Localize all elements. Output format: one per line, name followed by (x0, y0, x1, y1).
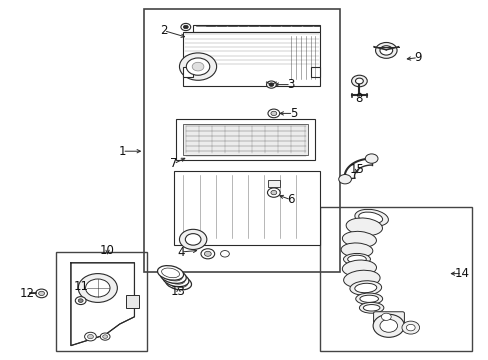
Circle shape (365, 154, 377, 163)
Polygon shape (193, 25, 320, 32)
Text: 6: 6 (286, 193, 294, 206)
Circle shape (185, 234, 201, 245)
Ellipse shape (341, 243, 372, 257)
Circle shape (78, 274, 117, 302)
Circle shape (39, 291, 44, 296)
Bar (56, 252, 146, 351)
Ellipse shape (157, 266, 183, 280)
Text: 2: 2 (160, 24, 167, 37)
Ellipse shape (343, 253, 370, 265)
Text: 3: 3 (286, 78, 294, 91)
Text: 1: 1 (118, 145, 126, 158)
Circle shape (338, 175, 351, 184)
Ellipse shape (346, 218, 382, 236)
Circle shape (84, 332, 96, 341)
Text: 15: 15 (349, 163, 364, 176)
Ellipse shape (363, 305, 379, 311)
Text: 5: 5 (289, 107, 297, 120)
Ellipse shape (355, 293, 382, 305)
Circle shape (268, 83, 273, 86)
Bar (176, 119, 315, 160)
Circle shape (381, 313, 390, 320)
Ellipse shape (160, 269, 186, 283)
Polygon shape (183, 32, 320, 86)
Circle shape (179, 229, 206, 249)
Circle shape (220, 251, 229, 257)
Ellipse shape (342, 231, 376, 247)
Text: 11: 11 (73, 280, 88, 293)
Text: 12: 12 (20, 287, 34, 300)
Ellipse shape (161, 268, 179, 278)
Circle shape (379, 319, 397, 332)
Circle shape (270, 111, 276, 116)
Ellipse shape (163, 272, 188, 287)
Circle shape (183, 25, 188, 29)
Circle shape (401, 321, 419, 334)
Ellipse shape (349, 281, 381, 295)
Bar (183, 124, 307, 155)
Circle shape (355, 78, 363, 84)
Bar (267, 180, 279, 187)
Text: 10: 10 (100, 244, 115, 257)
Circle shape (204, 251, 211, 256)
Ellipse shape (359, 295, 378, 302)
Circle shape (78, 299, 83, 302)
Polygon shape (173, 171, 320, 245)
Circle shape (102, 335, 107, 338)
Ellipse shape (359, 302, 383, 313)
Text: 7: 7 (169, 157, 177, 170)
Bar (320, 207, 471, 351)
Circle shape (87, 334, 93, 339)
Bar (310, 67, 320, 77)
Circle shape (36, 289, 47, 298)
Circle shape (85, 279, 110, 297)
FancyBboxPatch shape (373, 312, 404, 324)
Circle shape (100, 333, 110, 340)
Ellipse shape (358, 212, 382, 224)
Polygon shape (126, 295, 139, 308)
Circle shape (179, 53, 216, 80)
Circle shape (351, 75, 366, 87)
Circle shape (266, 81, 276, 88)
Circle shape (186, 58, 209, 75)
Ellipse shape (354, 209, 387, 226)
Text: 4: 4 (177, 246, 184, 258)
Circle shape (406, 324, 414, 331)
Polygon shape (71, 263, 134, 346)
Ellipse shape (342, 260, 376, 276)
Ellipse shape (343, 270, 379, 288)
Circle shape (379, 46, 392, 55)
Circle shape (375, 42, 396, 58)
Circle shape (372, 314, 404, 337)
Bar (183, 67, 193, 77)
Ellipse shape (169, 278, 187, 287)
Text: 8: 8 (355, 93, 363, 105)
Bar (144, 9, 339, 272)
Circle shape (267, 109, 279, 118)
Circle shape (75, 297, 86, 305)
Circle shape (201, 249, 214, 259)
Ellipse shape (354, 283, 376, 293)
Text: 9: 9 (413, 51, 421, 64)
Ellipse shape (165, 275, 191, 290)
Circle shape (181, 23, 190, 31)
Ellipse shape (166, 275, 184, 284)
Text: 13: 13 (171, 285, 185, 298)
Text: 14: 14 (454, 267, 468, 280)
Ellipse shape (347, 255, 366, 263)
Circle shape (192, 62, 203, 71)
Ellipse shape (164, 271, 182, 281)
Circle shape (270, 190, 276, 195)
Circle shape (267, 188, 280, 197)
